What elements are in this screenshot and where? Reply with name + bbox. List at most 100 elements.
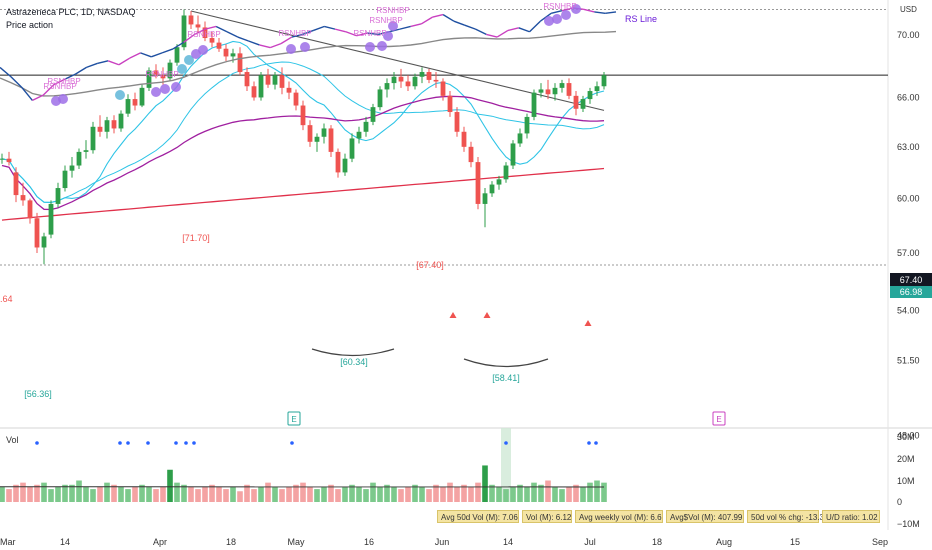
- rs-line-segment: [313, 25, 325, 32]
- candle-body: [377, 89, 383, 108]
- volume-bar: [48, 489, 54, 502]
- stat-weekly-volume: Avg weekly vol (M): 6.6: [575, 510, 663, 523]
- currency-label: USD: [900, 5, 917, 14]
- volume-bar: [146, 486, 152, 502]
- volume-bar: [454, 486, 460, 502]
- rs-new-high-marker: [286, 44, 296, 54]
- candle-body: [552, 87, 558, 95]
- candle-body: [118, 113, 124, 129]
- rs-line-segment: [161, 48, 174, 54]
- signal-triangle: [483, 312, 491, 318]
- stat-ud-ratio: U/D ratio: 1.02: [822, 510, 880, 523]
- rs-new-high-marker: [184, 55, 194, 65]
- candle-body: [524, 116, 530, 134]
- candle-body: [433, 79, 439, 82]
- candle-body: [27, 200, 33, 219]
- price-axis-tick: 70.00: [897, 30, 920, 40]
- candle-body: [69, 165, 75, 171]
- rs-line-segment: [442, 14, 455, 22]
- rs-line-segment: [464, 24, 476, 30]
- rs-marker-label: RSNHBP: [376, 6, 409, 15]
- rs-line-segment: [32, 94, 44, 102]
- ma-21-line: [1, 61, 605, 203]
- candle-body: [195, 24, 201, 28]
- rs-line-segment: [475, 28, 487, 36]
- ma-200-line: [1, 167, 605, 221]
- volume-bar: [209, 484, 215, 502]
- rs-new-high-marker: [571, 4, 581, 14]
- volume-bar: [440, 486, 446, 502]
- volume-signal-dot: [184, 441, 188, 445]
- candle-body: [328, 128, 334, 152]
- rs-line-segment: [42, 84, 55, 96]
- volume-bar: [545, 480, 551, 502]
- rs-line-segment: [496, 29, 509, 38]
- volume-bar: [601, 482, 607, 502]
- volume-bar: [594, 480, 600, 502]
- rs-line-segment: [594, 11, 606, 14]
- x-axis-tick: May: [287, 537, 305, 547]
- volume-bar: [398, 489, 404, 502]
- price-axis-tick: 54.00: [897, 305, 920, 315]
- rs-marker-label: RSNHBP: [353, 29, 386, 38]
- volume-bar: [426, 489, 432, 502]
- volume-signal-dot: [146, 441, 150, 445]
- rs-line-segment: [550, 9, 563, 14]
- candle-body: [503, 165, 509, 180]
- volume-bar: [335, 489, 341, 502]
- rs-line-segment: [453, 20, 465, 26]
- stat-volume: Vol (M): 6.12: [522, 510, 572, 523]
- close-price-value: 66.98: [900, 287, 923, 297]
- candle-body: [412, 76, 418, 87]
- signal-triangle: [584, 320, 592, 326]
- candle-body: [391, 76, 397, 84]
- ma-10-line: [1, 40, 605, 203]
- rs-line-segment: [291, 33, 303, 38]
- candle-body: [573, 95, 579, 109]
- stat-avg50-volume: Avg 50d Vol (M): 7.06: [437, 510, 519, 523]
- candle-body: [517, 133, 523, 144]
- volume-bar: [489, 484, 495, 502]
- rs-new-high-marker: [552, 14, 562, 24]
- volume-bar: [237, 491, 243, 502]
- x-axis-tick: Aug: [716, 537, 732, 547]
- rs-marker-label: RSNHBP: [369, 16, 402, 25]
- rs-new-high-marker: [171, 82, 181, 92]
- candle-body: [20, 195, 26, 201]
- rs-line-segment: [345, 31, 357, 37]
- volume-bar: [370, 482, 376, 502]
- rs-line-segment: [259, 44, 271, 49]
- volume-bar: [552, 486, 558, 502]
- volume-bar: [258, 486, 264, 502]
- rs-line-segment: [410, 23, 422, 28]
- volume-bar: [160, 486, 166, 502]
- candle-body: [265, 75, 271, 85]
- candle-body: [587, 91, 593, 100]
- candle-body: [76, 151, 82, 166]
- candle-body: [454, 112, 460, 132]
- candle-body: [314, 136, 320, 142]
- candle-body: [202, 27, 208, 39]
- volume-bar: [202, 486, 208, 502]
- candle-body: [398, 76, 404, 82]
- volume-bar: [265, 482, 271, 502]
- candle-body: [41, 236, 47, 248]
- rs-line-segment: [237, 36, 249, 42]
- candle-body: [307, 125, 313, 142]
- candle-body: [342, 158, 348, 173]
- rs-line-segment: [302, 29, 314, 36]
- rs-line-segment: [324, 25, 336, 30]
- earnings-marker-label: E: [716, 415, 721, 424]
- candle-body: [209, 38, 215, 43]
- volume-bar: [279, 489, 285, 502]
- volume-bar: [188, 486, 194, 502]
- rs-new-high-marker: [561, 10, 571, 20]
- volume-axis-tick: 30M: [897, 432, 915, 442]
- volume-axis-tick: 20M: [897, 454, 915, 464]
- volume-bar: [41, 482, 47, 502]
- candle-body: [6, 158, 12, 163]
- volume-bar: [0, 486, 5, 502]
- volume-bar: [482, 465, 488, 502]
- candle-body: [83, 150, 89, 152]
